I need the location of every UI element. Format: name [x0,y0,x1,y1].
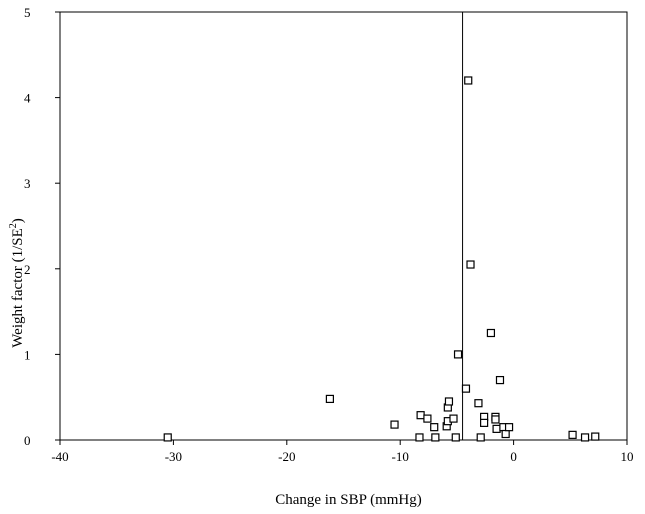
data-point [453,350,463,359]
y-axis-title: Weight factor (1/SE2) [8,218,26,348]
y-tick-label: 3 [24,176,31,191]
y-tick-label: 5 [24,5,31,20]
data-point [492,424,501,433]
x-tick-label: -30 [165,449,182,464]
x-tick-label: -10 [392,449,409,464]
data-point [491,415,500,424]
data-point [580,433,590,442]
y-tick-label: 1 [24,347,31,362]
data-point [480,418,489,427]
data-point [431,433,440,442]
y-tick-label: 2 [24,262,31,277]
x-tick-label: 0 [510,449,517,464]
y-axis-title-tail: ) [10,218,26,223]
data-point [449,414,458,423]
data-point [474,399,483,408]
data-point [476,433,485,442]
data-point [325,394,334,404]
data-point [568,430,577,439]
data-point [444,397,454,406]
x-axis: -40 -30 -20 -10 0 10 [51,440,634,464]
data-point [451,433,460,442]
data-point [415,433,424,442]
y-tick-label: 0 [24,433,31,448]
y-axis-title-main: Weight factor (1/SE [10,228,26,348]
data-point [591,432,600,441]
y-axis: 0 1 2 3 4 5 [24,5,60,448]
plot-area [59,11,628,441]
x-tick-label: -20 [278,449,295,464]
data-point [495,375,505,385]
data-points [163,76,600,442]
x-axis-title: Change in SBP (mmHg) [275,492,422,508]
data-point [163,433,172,442]
x-tick-label: -40 [51,449,68,464]
data-point [466,260,475,269]
data-point [461,384,471,393]
data-point [486,328,496,338]
data-point [390,420,399,429]
y-tick-label: 4 [24,91,31,106]
data-point [423,414,432,423]
x-tick-label: 10 [621,449,634,464]
data-point [504,423,514,432]
plot-border [59,11,628,441]
data-point [430,423,439,432]
data-point [501,429,510,439]
data-point [464,76,473,85]
data-point [416,411,425,420]
y-axis-title-superscript: 2 [8,223,19,228]
